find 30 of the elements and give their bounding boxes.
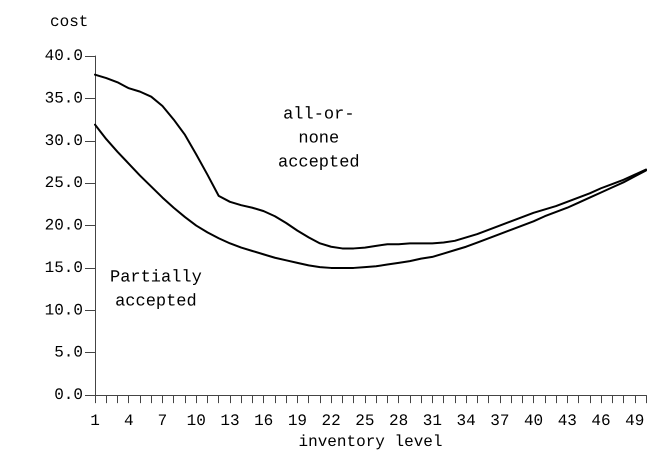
text: all-or- none accepted — [278, 106, 360, 172]
y-tick-label: 25.0 — [44, 174, 83, 192]
x-tick-label: 4 — [124, 412, 134, 430]
x-tick-label: 13 — [220, 412, 240, 430]
x-tick-label: 22 — [322, 412, 341, 430]
x-tick-label: 28 — [389, 412, 408, 430]
x-tick-label: 40 — [524, 412, 544, 430]
x-tick-label: 25 — [355, 412, 374, 430]
x-tick-label: 49 — [625, 412, 644, 430]
x-tick-label: 31 — [422, 412, 442, 430]
x-tick-label: 1 — [90, 412, 100, 430]
y-tick-label: 40.0 — [44, 47, 83, 65]
x-tick-label: 16 — [254, 412, 274, 430]
y-tick-label: 10.0 — [44, 301, 83, 320]
y-tick-label: 5.0 — [54, 344, 83, 362]
y-tick-label: 15.0 — [44, 258, 83, 277]
x-tick-label: 10 — [186, 412, 206, 430]
x-tick-label: 34 — [456, 412, 476, 430]
text: Partially accepted — [110, 268, 202, 312]
y-tick-label: 0.0 — [54, 386, 83, 404]
x-tick-label: 19 — [288, 412, 308, 430]
y-tick-label: 20.0 — [44, 216, 83, 235]
x-tick-label: 43 — [558, 412, 577, 430]
x-tick-label: 37 — [490, 412, 510, 430]
y-tick-label: 30.0 — [44, 132, 83, 150]
y-tick-label: 35.0 — [44, 89, 83, 108]
x-axis-title: inventory level — [298, 433, 443, 451]
y-axis-title: cost — [50, 13, 88, 31]
x-tick-label: 46 — [591, 412, 611, 430]
x-tick-label: 7 — [158, 412, 168, 430]
